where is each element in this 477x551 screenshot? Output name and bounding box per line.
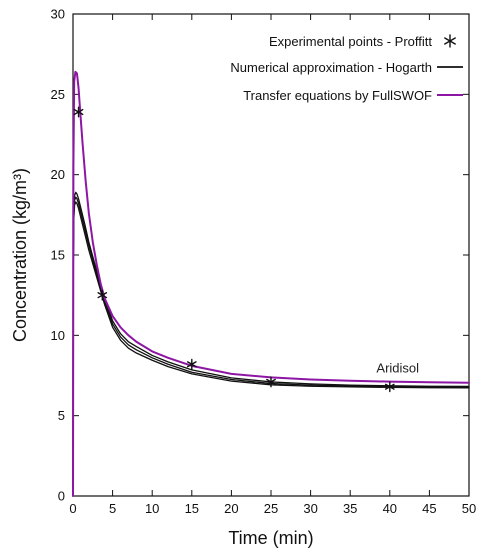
y-tick-label: 30 [51, 7, 65, 22]
asterisk-stroke [384, 383, 395, 390]
asterisk-stroke [266, 378, 276, 386]
asterisk-stroke [186, 361, 197, 368]
x-tick-label: 20 [224, 501, 238, 516]
x-tick-label: 35 [343, 501, 357, 516]
tick-labels: 0 5 10 15 20 25 30 35 40 45 50 0 5 10 15 20 25 30 [51, 7, 477, 517]
legend-asterisk [444, 34, 456, 48]
asterisk-stroke [97, 292, 108, 299]
y-tick-label: 10 [51, 328, 65, 343]
asterisk-stroke [73, 108, 84, 116]
asterisk-stroke [444, 37, 456, 45]
x-tick-label: 45 [422, 501, 436, 516]
x-tick-label: 50 [462, 501, 476, 516]
legend: Experimental points - Proffitt Numerical… [230, 34, 463, 103]
annotation-aridisol: Aridisol [376, 360, 419, 375]
y-tick-label: 25 [51, 87, 65, 102]
x-tick-label: 0 [69, 501, 76, 516]
series-points [73, 106, 395, 393]
data-point-asterisk [97, 289, 108, 301]
plot-frame [72, 13, 470, 497]
x-tick-label: 10 [145, 501, 159, 516]
data-point-asterisk [73, 106, 84, 118]
y-tick-label: 5 [58, 408, 65, 423]
series-line-1 [72, 196, 470, 497]
legend-marker-asterisk [444, 34, 456, 48]
series-line-2 [72, 191, 470, 497]
data-point-asterisk [384, 381, 395, 393]
data-point-asterisk [186, 358, 197, 370]
legend-label-transfer: Transfer equations by FullSWOF [243, 88, 432, 103]
x-tick-label: 5 [109, 501, 116, 516]
tick-marks [72, 13, 470, 497]
x-tick-label: 40 [383, 501, 397, 516]
series-line-3 [72, 201, 470, 497]
x-tick-label: 25 [264, 501, 278, 516]
series-line-4 [72, 70, 470, 497]
plot-frame-border [72, 13, 470, 497]
x-tick-label: 30 [303, 501, 317, 516]
x-axis-title: Time (min) [228, 528, 313, 548]
series-lines [72, 70, 470, 497]
y-tick-label: 20 [51, 167, 65, 182]
y-axis-title: Concentration (kg/m³) [10, 168, 30, 342]
y-tick-label: 0 [58, 489, 65, 504]
y-tick-label: 15 [51, 248, 65, 263]
legend-label-experimental: Experimental points - Proffitt [269, 34, 432, 49]
legend-label-numerical: Numerical approximation - Hogarth [230, 60, 432, 75]
x-tick-label: 15 [185, 501, 199, 516]
data-point-asterisk [266, 376, 276, 388]
